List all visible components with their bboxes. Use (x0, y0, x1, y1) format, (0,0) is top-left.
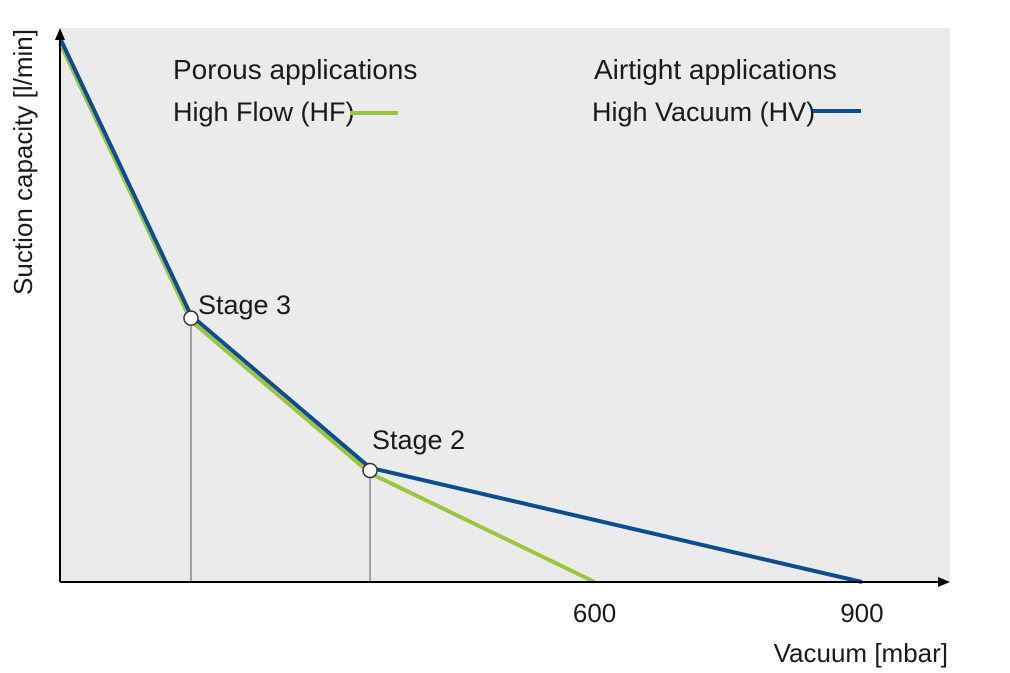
legend-label-high-vacuum: High Vacuum (HV) (592, 97, 815, 127)
y-axis-title: Suction capacity [l/min] (8, 29, 38, 295)
series-line-high-flow (58, 42, 596, 584)
stage-marker (183, 310, 199, 326)
x-axis-title: Vacuum [mbar] (774, 638, 948, 668)
annotation-stage-3: Stage 3 (198, 290, 291, 320)
stage-droplines (190, 318, 371, 582)
y-axis-arrow (55, 28, 65, 40)
x-tick-labels: 600 900 (573, 598, 884, 628)
plot-background (60, 28, 950, 582)
x-axis-arrow (938, 577, 950, 587)
x-tick-label: 600 (573, 598, 616, 628)
series-line-high-vacuum (58, 37, 863, 584)
legend-heading-airtight: Airtight applications (594, 54, 837, 85)
series-layer (58, 37, 863, 584)
stage-markers (183, 310, 378, 479)
stage-marker (362, 462, 378, 479)
annotation-stage-2: Stage 2 (372, 425, 465, 455)
legend-label-high-flow: High Flow (HF) (173, 97, 355, 127)
legend-heading-porous: Porous applications (173, 54, 417, 85)
x-tick-label: 900 (840, 598, 883, 628)
